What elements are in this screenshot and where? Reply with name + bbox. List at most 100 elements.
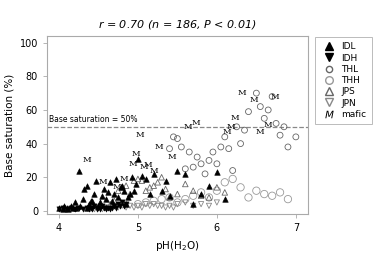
Point: [226, 146, 232, 151]
Point: [56, 207, 62, 211]
Text: M: M: [183, 123, 192, 131]
Point: [107, 207, 113, 211]
Point: [151, 202, 157, 206]
Point: [159, 175, 165, 179]
Point: [190, 194, 196, 198]
Point: [167, 194, 173, 198]
Point: [147, 185, 153, 189]
Point: [107, 180, 113, 184]
Point: [103, 207, 109, 211]
Point: [123, 202, 129, 206]
Point: [139, 179, 145, 183]
Point: [206, 195, 212, 199]
Point: [269, 95, 275, 99]
Point: [139, 205, 145, 209]
Point: [89, 207, 95, 211]
Text: M: M: [227, 123, 235, 131]
Text: M: M: [128, 160, 137, 168]
Text: Base saturation = 50%: Base saturation = 50%: [50, 115, 138, 124]
Text: M: M: [168, 153, 176, 161]
Point: [115, 195, 121, 199]
Point: [246, 195, 252, 199]
Point: [151, 172, 157, 176]
Point: [97, 200, 103, 205]
Text: M: M: [112, 183, 121, 191]
Point: [214, 185, 220, 189]
Point: [167, 204, 173, 208]
Point: [230, 177, 236, 181]
Point: [127, 192, 133, 196]
Point: [111, 204, 117, 208]
Point: [182, 172, 188, 176]
Point: [83, 205, 89, 209]
Point: [281, 125, 287, 129]
Point: [89, 199, 95, 203]
Point: [147, 204, 153, 208]
Point: [155, 204, 161, 208]
Point: [113, 177, 119, 181]
Point: [64, 205, 70, 209]
Point: [73, 205, 79, 209]
Point: [121, 204, 127, 208]
Point: [115, 189, 121, 193]
Point: [60, 205, 66, 209]
Point: [162, 179, 168, 183]
Point: [93, 179, 99, 183]
Point: [273, 121, 279, 125]
Point: [257, 105, 263, 109]
Point: [174, 168, 180, 172]
Point: [111, 199, 117, 203]
Point: [261, 192, 267, 196]
Point: [167, 195, 173, 199]
Text: M: M: [140, 163, 149, 171]
Point: [135, 157, 141, 161]
Point: [123, 183, 129, 188]
Point: [88, 199, 94, 203]
Point: [107, 202, 113, 206]
Point: [86, 202, 92, 206]
Point: [68, 204, 74, 208]
Point: [143, 177, 149, 181]
Text: M: M: [223, 128, 232, 136]
Point: [117, 204, 123, 208]
Point: [99, 194, 105, 198]
Point: [131, 205, 137, 209]
Point: [91, 192, 97, 196]
Point: [111, 204, 117, 208]
Point: [97, 207, 103, 211]
Point: [293, 135, 299, 139]
Point: [253, 189, 259, 193]
Point: [96, 205, 102, 209]
Point: [167, 146, 173, 151]
Point: [277, 133, 283, 137]
Point: [103, 205, 109, 209]
Point: [123, 205, 129, 209]
Point: [182, 200, 188, 205]
Point: [285, 197, 291, 201]
Point: [174, 192, 180, 196]
Point: [119, 183, 125, 188]
Point: [174, 136, 180, 141]
Point: [127, 204, 133, 208]
Point: [135, 204, 141, 208]
Point: [105, 190, 111, 195]
Point: [206, 183, 212, 188]
Text: M: M: [120, 175, 128, 183]
Point: [72, 207, 78, 211]
Point: [178, 145, 184, 149]
Point: [151, 183, 157, 188]
Point: [88, 205, 94, 209]
Point: [174, 200, 180, 205]
Point: [241, 128, 247, 132]
Point: [109, 199, 115, 203]
Text: M: M: [270, 93, 279, 100]
Point: [83, 183, 89, 188]
Point: [246, 109, 252, 114]
Point: [119, 185, 125, 189]
Point: [118, 185, 124, 189]
Point: [151, 199, 157, 203]
Point: [115, 202, 121, 206]
Text: M: M: [191, 120, 200, 127]
Point: [96, 205, 102, 209]
Point: [96, 204, 102, 208]
